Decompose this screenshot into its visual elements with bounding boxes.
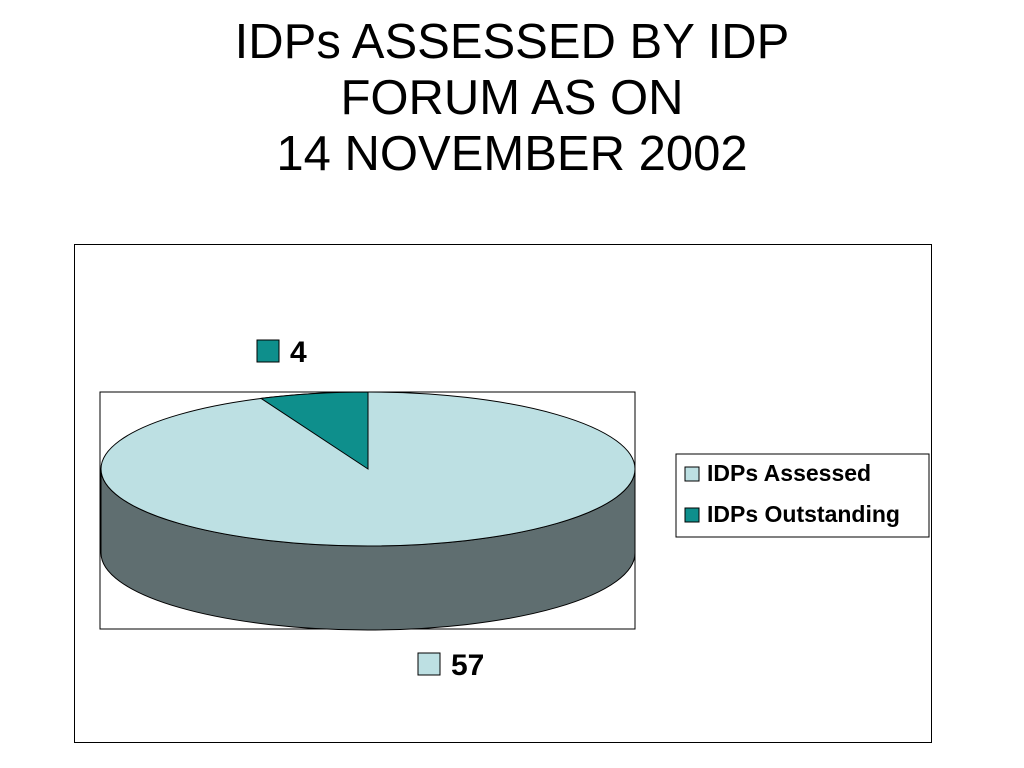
title-line-1: IDPs ASSESSED BY IDP bbox=[234, 15, 790, 69]
slide-title: IDPs ASSESSED BY IDP FORUM AS ON 14 NOVE… bbox=[0, 14, 1024, 182]
title-line-2: FORUM AS ON bbox=[340, 71, 684, 125]
legend-box bbox=[675, 453, 930, 538]
pie-slice-idps-outstanding bbox=[259, 391, 369, 470]
legend-label-idps-assessed: IDPs Assessed bbox=[707, 460, 871, 486]
legend-label-idps-outstanding: IDPs Outstanding bbox=[707, 501, 900, 527]
legend-swatch-idps-outstanding bbox=[684, 507, 700, 523]
data-label-assessed-swatch bbox=[417, 652, 441, 676]
data-label-assessed: 57 bbox=[451, 649, 484, 682]
data-label-outstanding: 4 bbox=[290, 336, 307, 369]
legend-swatch-idps-assessed bbox=[684, 466, 700, 482]
chart-area: 4 57 IDPs Assessed IDPs Outstanding bbox=[74, 244, 932, 743]
data-label-outstanding-swatch bbox=[256, 339, 280, 363]
title-line-3: 14 NOVEMBER 2002 bbox=[276, 127, 748, 181]
pie-chart: 4 57 IDPs Assessed IDPs Outstanding bbox=[99, 336, 930, 682]
